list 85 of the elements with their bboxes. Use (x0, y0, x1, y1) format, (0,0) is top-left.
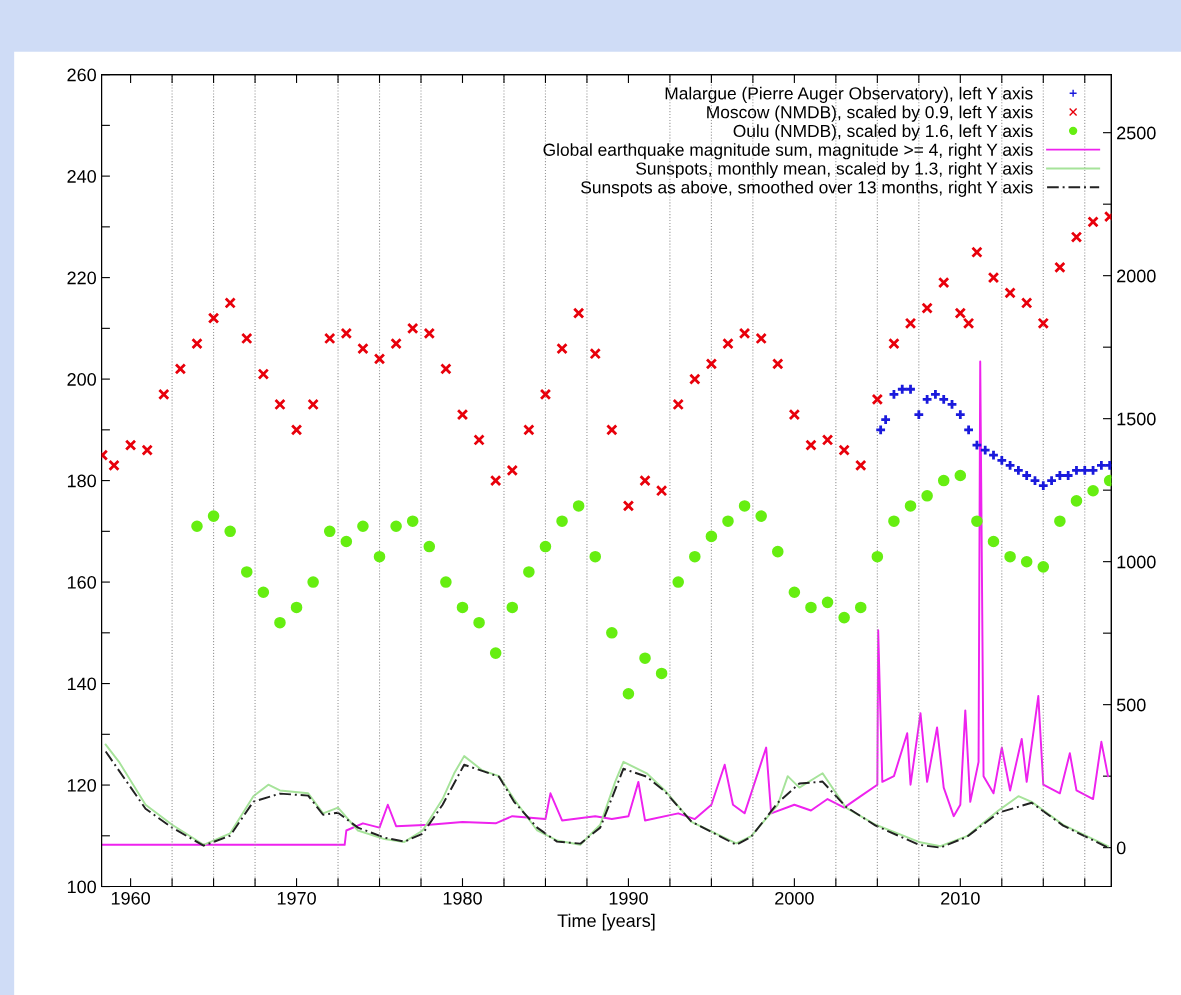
legend-label: Global earthquake magnitude sum, magnitude >= 4, right Y axis (543, 143, 1033, 160)
point (888, 515, 900, 527)
point (373, 550, 386, 563)
y-tick-label: 200 (67, 373, 96, 386)
x-tick-label: 2010 (941, 891, 980, 905)
point (456, 601, 469, 614)
point (589, 550, 602, 563)
point (854, 601, 867, 614)
point (1070, 495, 1083, 507)
point (921, 490, 933, 502)
y2-tick-label: 2500 (1117, 126, 1156, 140)
point (323, 525, 336, 538)
point (1004, 550, 1016, 563)
y-tick-label: 180 (67, 474, 96, 488)
point (340, 535, 353, 548)
y2-tick-label: 0 (1116, 841, 1126, 855)
point (1037, 561, 1050, 573)
legend-label: Moscow (NMDB), scaled by 0.9, left Y axis (707, 105, 1033, 122)
point (672, 576, 684, 588)
point (838, 611, 850, 624)
point (191, 520, 203, 533)
y2-tick-label: 500 (1116, 698, 1146, 712)
line-series (101, 360, 1109, 846)
point (1020, 555, 1033, 568)
point (1054, 515, 1066, 527)
legend-label: Malargue (Pierre Auger Observatory), left Y axis (665, 86, 1033, 103)
point (307, 576, 319, 588)
y-tick-label: 220 (67, 271, 96, 285)
point (655, 667, 668, 680)
point (937, 474, 950, 487)
y-tick-label: 240 (67, 170, 96, 183)
point (954, 469, 967, 482)
point (738, 500, 751, 512)
point (257, 586, 270, 599)
point (390, 520, 402, 533)
point (274, 616, 286, 629)
y-tick-label: 120 (67, 778, 96, 792)
point (904, 500, 917, 512)
point (523, 566, 535, 578)
point (689, 550, 701, 563)
point (639, 652, 651, 664)
x-tick-label: 1960 (111, 891, 150, 905)
point (539, 540, 552, 553)
point (722, 515, 734, 527)
point (871, 550, 884, 563)
y-tick-label: 140 (67, 677, 96, 691)
y-tick-label: 260 (67, 68, 96, 82)
x-tick-label: 1990 (609, 891, 648, 905)
y-tick-label: 160 (67, 576, 96, 589)
x-tick-label: 1980 (443, 891, 482, 905)
x-axis-title: Time [years] (557, 913, 655, 931)
point (423, 540, 436, 553)
point (772, 545, 784, 558)
legend-label: Sunspots as above, smoothed over 13 months, right Y axis (581, 180, 1033, 197)
point (705, 530, 718, 543)
point (357, 520, 369, 533)
legend-label: Sunspots, monthly mean, scaled by 1.3, right Y axis (636, 161, 1033, 179)
point (622, 687, 635, 700)
point (290, 601, 303, 614)
point (406, 515, 419, 527)
point (805, 601, 817, 614)
y-tick-label: 100 (67, 880, 96, 894)
point (440, 576, 452, 588)
point (979, 444, 991, 456)
point (572, 500, 585, 512)
point (224, 525, 236, 538)
x-tick-label: 2000 (775, 891, 814, 905)
point (971, 515, 983, 527)
point (1087, 484, 1099, 497)
point (506, 601, 519, 614)
point (240, 566, 253, 578)
point (606, 627, 618, 639)
y2-tick-label: 2000 (1117, 269, 1156, 283)
y2-tick-label: 1000 (1117, 555, 1156, 569)
point (473, 616, 485, 629)
legend-label: Oulu (NMDB), scaled by 1.6, left Y axis (733, 124, 1033, 141)
point (556, 515, 568, 527)
point (755, 510, 767, 522)
point (788, 586, 801, 599)
x-tick-label: 1970 (277, 891, 316, 905)
point (207, 510, 220, 522)
y2-tick-label: 1500 (1117, 412, 1156, 426)
point (987, 535, 1000, 548)
point (821, 596, 834, 609)
point (489, 647, 502, 659)
